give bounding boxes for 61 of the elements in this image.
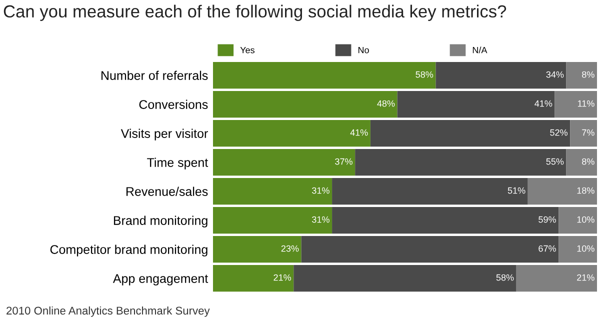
bar <box>558 206 597 234</box>
data-label: 21% <box>274 274 292 281</box>
bar <box>566 148 597 176</box>
y-tick-label: Visits per visitor <box>120 128 208 140</box>
data-label: 31% <box>312 216 330 223</box>
bar <box>213 206 332 234</box>
y-tick-label: App engagement <box>112 274 208 286</box>
bar <box>570 120 597 147</box>
data-label: 18% <box>577 187 594 194</box>
data-label: 31% <box>312 187 330 194</box>
data-label: 8% <box>582 158 594 165</box>
data-label: 52% <box>550 129 568 136</box>
bar <box>213 62 436 89</box>
bar <box>332 178 528 205</box>
legend-label: N/A <box>472 46 488 54</box>
bar <box>213 178 332 205</box>
data-label: 51% <box>508 187 526 194</box>
legend-label: Yes <box>240 46 254 54</box>
bar <box>370 120 570 147</box>
bar <box>301 236 559 263</box>
y-tick-label: Conversions <box>139 100 208 109</box>
legend-label: No <box>358 46 369 54</box>
bar <box>436 62 566 89</box>
chart-title: Can you measure each of the following social media key metrics? <box>4 4 506 21</box>
data-label: 7% <box>582 129 594 136</box>
bar <box>554 90 597 118</box>
data-label: 10% <box>577 245 594 252</box>
bar <box>213 236 302 263</box>
bar <box>213 120 370 147</box>
bar <box>332 206 559 234</box>
data-label: 55% <box>546 158 564 165</box>
data-label: 48% <box>377 100 395 107</box>
data-label: 58% <box>416 71 434 78</box>
data-label: 41% <box>534 100 552 107</box>
data-label: 67% <box>538 245 556 252</box>
bar <box>528 178 597 205</box>
data-label: 37% <box>335 158 352 165</box>
data-label: 34% <box>546 71 564 78</box>
data-label: 11% <box>578 100 594 107</box>
y-tick-label: Brand monitoring <box>114 216 208 228</box>
bar <box>213 264 294 292</box>
y-tick-label: Time spent <box>147 158 208 170</box>
text: 2010 Online Analytics Benchmark Survey <box>6 306 210 317</box>
y-tick-label: Number of referrals <box>102 70 208 80</box>
bar <box>213 148 356 176</box>
bar <box>213 90 398 118</box>
data-label: 21% <box>577 274 594 281</box>
data-label: 10% <box>577 216 594 223</box>
bar <box>294 264 516 292</box>
data-label: 23% <box>281 245 299 252</box>
data-label: 8% <box>582 71 594 78</box>
y-tick-label: Competitor brand monitoring <box>50 244 208 256</box>
data-label: 58% <box>496 274 514 281</box>
bar <box>558 236 597 263</box>
bar <box>397 90 555 118</box>
bar <box>516 264 597 292</box>
data-label: 41% <box>350 129 368 136</box>
data-label: 59% <box>538 216 556 223</box>
bar <box>566 62 597 89</box>
y-tick-label: Revenue/sales <box>126 186 208 196</box>
bar <box>355 148 566 176</box>
